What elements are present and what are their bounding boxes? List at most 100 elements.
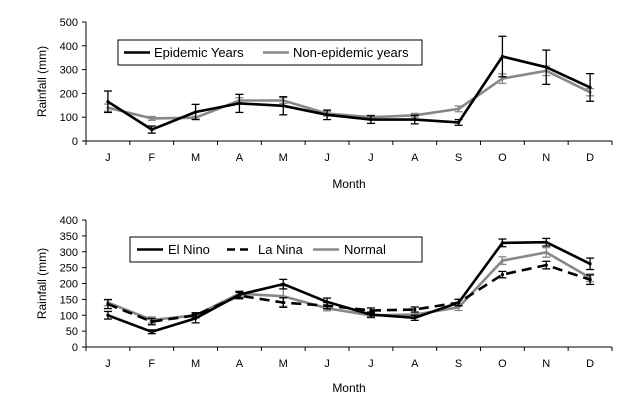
y-tick-label: 300: [60, 247, 78, 259]
data-point: [369, 117, 373, 122]
series-epidemic-years: [103, 35, 595, 134]
error-bar: [191, 103, 200, 121]
legend-box: [129, 236, 423, 263]
data-point: [413, 307, 417, 312]
data-point: [456, 305, 461, 309]
y-tick-label: 500: [60, 17, 78, 29]
y-tick-label: 350: [60, 231, 78, 243]
data-point: [500, 259, 505, 263]
error-bar: [323, 109, 332, 121]
series-line-normal: [107, 251, 591, 322]
data-point: [150, 127, 154, 132]
data-point: [193, 313, 198, 317]
legend: El Nino La Nina Normal: [129, 236, 423, 263]
error-bar: [410, 114, 419, 125]
data-point: [413, 316, 417, 320]
series-la-nina: [103, 260, 595, 326]
data-point: [150, 320, 154, 324]
x-tick-label: D: [586, 152, 594, 164]
legend-label-epidemic-years: Epidemic Years: [154, 45, 244, 60]
error-bar: [191, 312, 200, 319]
error-bar: [454, 118, 463, 126]
error-bar: [542, 237, 551, 247]
y-tick-label: 200: [60, 88, 78, 100]
x-tick-label: J: [105, 152, 111, 164]
series-non-epidemic-years: [103, 65, 595, 121]
data-point: [106, 302, 110, 306]
data-point: [500, 54, 505, 59]
y-tick-label: 100: [60, 112, 78, 124]
legend-label-el-nino: El Nino: [168, 242, 210, 257]
x-tick-label: A: [236, 152, 244, 164]
y-tick-label: 100: [60, 310, 78, 322]
y-tick-label: 0: [72, 342, 78, 354]
error-bar: [279, 278, 288, 290]
legend: Epidemic Years Non-epidemic years: [117, 39, 423, 66]
error-bar: [542, 246, 551, 258]
data-point: [106, 313, 110, 317]
error-bar: [410, 314, 419, 321]
y-tick-label: 200: [60, 279, 78, 291]
data-point: [456, 300, 461, 305]
data-point: [369, 313, 373, 317]
error-bar: [454, 105, 463, 113]
x-tick-label: O: [498, 152, 507, 164]
error-bar: [542, 260, 551, 270]
error-bar: [147, 329, 156, 335]
x-tick-label: O: [498, 358, 507, 370]
x-tick-label: J: [105, 358, 111, 370]
x-tick-label: J: [368, 358, 374, 370]
legend-label-normal: Normal: [344, 242, 386, 257]
error-bar: [323, 301, 332, 310]
x-tick-label: J: [324, 152, 330, 164]
error-bar: [147, 125, 156, 134]
x-axis-title: Month: [332, 381, 365, 395]
data-point: [544, 65, 548, 69]
error-bar: [366, 115, 375, 125]
data-point: [588, 85, 592, 90]
error-bar: [498, 238, 507, 248]
error-bar: [103, 90, 112, 114]
error-bar: [454, 298, 463, 307]
data-point: [369, 308, 373, 313]
data-point: [588, 278, 592, 282]
data-point: [500, 241, 505, 245]
series-line-epidemic-years: [107, 55, 591, 131]
data-point: [544, 263, 548, 267]
data-point: [456, 120, 461, 125]
x-tick-label: J: [324, 358, 330, 370]
data-point: [544, 250, 548, 254]
error-bar: [498, 270, 507, 279]
x-tick-label: J: [368, 152, 374, 164]
y-tick-label: 400: [60, 215, 78, 227]
error-bar: [410, 306, 419, 313]
y-axis-title: Rainfall (mm): [35, 46, 49, 117]
data-point: [193, 110, 198, 114]
error-bar: [586, 257, 595, 271]
error-bar: [103, 310, 112, 320]
data-point: [150, 116, 154, 120]
y-tick-label: 50: [66, 326, 78, 338]
chart-panel-enso: 0 50 100 150 200 250 300 350 400 J F M A M J J A S O N D Mont…: [35, 215, 613, 395]
error-bar: [498, 256, 507, 266]
x-tick-label: A: [411, 358, 419, 370]
y-tick-label: 400: [60, 41, 78, 53]
y-tick-label: 0: [72, 136, 78, 148]
legend-label-la-nina: La Nina: [258, 242, 304, 257]
x-tick-label: A: [411, 152, 419, 164]
x-axis-title: Month: [332, 177, 365, 191]
data-point: [500, 273, 505, 277]
data-point: [281, 300, 285, 305]
x-tick-label: F: [148, 358, 155, 370]
x-tick-label: S: [455, 152, 462, 164]
x-tick-label: A: [236, 358, 244, 370]
error-bar: [366, 307, 375, 314]
y-tick-label: 300: [60, 65, 78, 77]
x-tick-label: F: [148, 152, 155, 164]
error-bar: [586, 72, 595, 102]
x-tick-label: N: [542, 152, 550, 164]
error-bar: [235, 291, 244, 300]
data-point: [325, 113, 329, 117]
error-bar: [279, 297, 288, 308]
